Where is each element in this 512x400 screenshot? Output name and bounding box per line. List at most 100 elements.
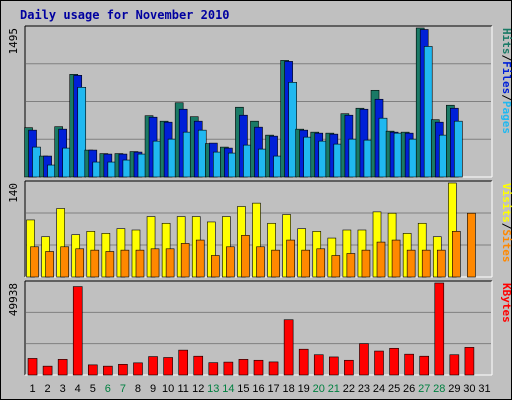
- bar-kbytes: [329, 356, 339, 376]
- legend-entry: Pages: [500, 101, 512, 134]
- bar-kbytes: [374, 350, 384, 376]
- legend-entry: Hits: [500, 28, 512, 55]
- bar-kbytes: [27, 358, 38, 376]
- bar-kbytes: [208, 362, 219, 376]
- bar-kbytes: [103, 365, 113, 376]
- bar-sites: [301, 249, 310, 278]
- day-tick-label: 15: [237, 383, 249, 395]
- bar-kbytes: [193, 355, 204, 376]
- bar-kbytes: [57, 359, 68, 376]
- legend-entry: /: [500, 94, 512, 101]
- bar-sites: [195, 239, 205, 278]
- day-tick-label: 24: [373, 383, 385, 395]
- bar-sites: [376, 241, 386, 278]
- bar-sites: [421, 249, 431, 278]
- day-tick-label: 19: [298, 383, 310, 395]
- panel-max-label: 140: [7, 183, 20, 203]
- day-tick-label: 10: [162, 383, 174, 395]
- bar-kbytes: [449, 354, 460, 376]
- day-tick-label: 18: [283, 383, 295, 395]
- legend-hits-files-pages: Hits/Files/Pages: [500, 28, 512, 134]
- bar-kbytes: [389, 347, 399, 376]
- bar-kbytes: [148, 356, 158, 376]
- legend-visits-sites: Visits/Sites: [500, 183, 512, 263]
- bar-sites: [452, 231, 461, 278]
- bar-sites: [436, 249, 446, 278]
- bar-sites: [30, 246, 39, 278]
- bar-pages: [454, 120, 463, 178]
- day-tick-label: 2: [45, 383, 51, 395]
- bar-kbytes: [464, 347, 475, 376]
- bar-sites: [331, 255, 341, 278]
- bar-sites: [406, 249, 416, 278]
- bar-sites: [75, 248, 85, 278]
- bar-sites: [45, 251, 54, 278]
- bar-sites: [256, 246, 265, 278]
- day-tick-label: 7: [120, 383, 126, 395]
- legend-kbytes: KBytes: [500, 283, 512, 323]
- bar-sites: [180, 243, 190, 278]
- day-tick-label: 31: [478, 383, 490, 395]
- legend-entry: KBytes: [500, 283, 512, 323]
- bar-kbytes: [87, 364, 98, 376]
- bar-sites: [316, 248, 326, 278]
- bar-sites: [90, 249, 100, 278]
- day-tick-label: 11: [177, 383, 188, 395]
- bar-kbytes: [434, 282, 445, 376]
- bar-sites: [120, 249, 130, 278]
- bar-kbytes: [133, 362, 143, 376]
- bar-kbytes: [404, 353, 414, 376]
- bar-sites: [211, 255, 220, 278]
- bar-kbytes: [238, 359, 249, 376]
- day-tick-label: 29: [448, 383, 460, 395]
- bar-sites: [150, 248, 160, 278]
- bar-sites: [226, 246, 235, 278]
- bar-sites: [165, 248, 175, 278]
- bar-kbytes: [163, 357, 173, 376]
- day-tick-label: 20: [313, 383, 325, 395]
- bar-kbytes: [298, 348, 309, 376]
- bar-sites: [60, 246, 69, 278]
- day-tick-label: 27: [418, 383, 430, 395]
- bar-sites: [286, 239, 295, 278]
- day-tick-label: 3: [60, 383, 66, 395]
- bar-kbytes: [253, 359, 264, 376]
- day-tick-label: 12: [192, 383, 204, 395]
- bar-kbytes: [419, 355, 430, 376]
- bar-pages: [423, 46, 433, 178]
- bar-kbytes: [359, 343, 369, 376]
- bar-kbytes: [118, 364, 128, 376]
- plot-background-kbytes: [25, 281, 492, 375]
- bar-kbytes: [313, 354, 324, 376]
- day-tick-label: 14: [222, 383, 234, 395]
- bar-sites: [346, 253, 356, 278]
- legend-entry: Files: [500, 61, 512, 94]
- day-tick-label: 28: [433, 383, 445, 395]
- bar-kbytes: [344, 359, 354, 376]
- legend-entry: Visits: [500, 183, 512, 223]
- bar-kbytes: [42, 365, 53, 376]
- panel-max-label: 49938: [7, 283, 20, 316]
- day-tick-label: 9: [150, 383, 156, 395]
- day-tick-label: 4: [75, 383, 81, 395]
- day-tick-label: 21: [328, 383, 340, 395]
- day-tick-label: 23: [358, 383, 370, 395]
- bar-sites: [105, 251, 115, 278]
- panel-max-label: 1495: [7, 28, 20, 55]
- bar-sites: [361, 249, 371, 278]
- bar-kbytes: [283, 319, 294, 376]
- day-tick-label: 25: [388, 383, 400, 395]
- bar-kbytes: [178, 349, 188, 376]
- legend-entry: Sites: [500, 229, 512, 262]
- day-tick-label: 26: [403, 383, 415, 395]
- bar-sites: [135, 249, 145, 278]
- bar-kbytes: [223, 361, 234, 376]
- day-tick-label: 5: [90, 383, 96, 395]
- bar-sites: [271, 249, 280, 278]
- bar-sites: [241, 235, 250, 278]
- day-tick-label: 1: [29, 383, 35, 395]
- bar-kbytes: [268, 361, 279, 376]
- bar-sites: [391, 239, 401, 278]
